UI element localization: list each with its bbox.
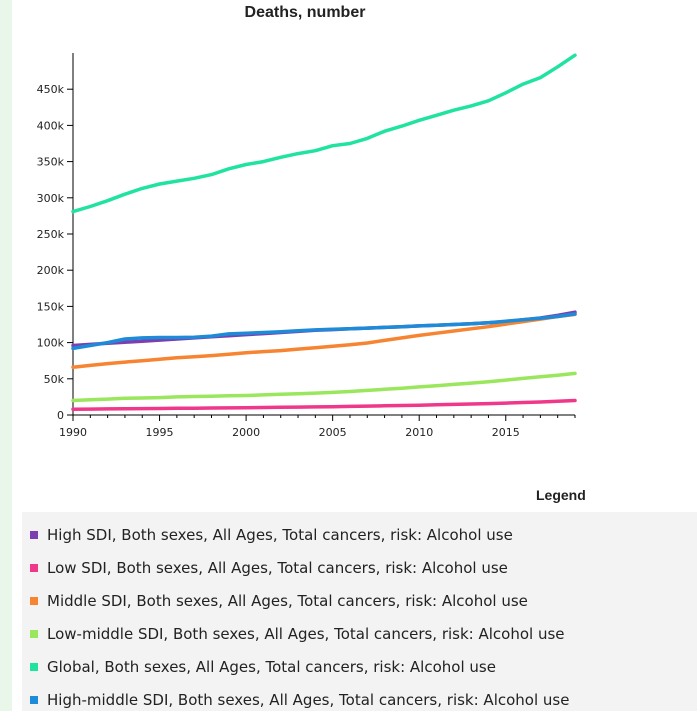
legend-title: Legend [536,487,586,503]
y-tick-label: 400k [37,119,65,132]
x-tick-label: 1990 [59,426,87,439]
legend-label: Global, Both sexes, All Ages, Total canc… [47,658,496,676]
legend-label: Middle SDI, Both sexes, All Ages, Total … [47,592,528,610]
series-line-2[interactable] [71,312,577,369]
x-tick-label: 2000 [232,426,260,439]
y-tick-label: 150k [37,300,65,313]
legend-label: Low-middle SDI, Both sexes, All Ages, To… [47,625,565,643]
legend-label: Low SDI, Both sexes, All Ages, Total can… [47,559,508,577]
y-tick-label: 50k [44,373,65,386]
legend-item[interactable]: Middle SDI, Both sexes, All Ages, Total … [30,590,528,612]
legend-item[interactable]: Low-middle SDI, Both sexes, All Ages, To… [30,623,565,645]
chart-axes: 0 50k 100k 150k 200k 250k 300k 350k 400k 450k 1990… [37,53,576,439]
legend-swatch-icon [30,663,38,671]
legend-item[interactable]: High-middle SDI, Both sexes, All Ages, T… [30,689,569,711]
legend-label: High-middle SDI, Both sexes, All Ages, T… [47,691,570,709]
x-tick-label: 2005 [319,426,347,439]
y-tick-label: 350k [37,156,65,169]
legend-swatch-icon [30,564,38,572]
legend-panel [22,512,697,711]
series-line-3[interactable] [71,371,577,403]
legend-item[interactable]: Global, Both sexes, All Ages, Total canc… [30,656,496,678]
legend-item[interactable]: Low SDI, Both sexes, All Ages, Total can… [30,557,508,579]
legend-item[interactable]: High SDI, Both sexes, All Ages, Total ca… [30,524,513,546]
left-edge-strip [0,0,12,711]
series-line-1[interactable] [71,398,577,411]
x-tick-label: 1995 [146,426,174,439]
line-chart: 0 50k 100k 150k 200k 250k 300k 350k 400k 450k 1990… [37,53,577,439]
y-tick-label: 250k [37,228,65,241]
x-tick-label: 2010 [405,426,433,439]
y-tick-label: 450k [37,83,65,96]
x-tick-label: 2015 [492,426,520,439]
legend-swatch-icon [30,696,38,704]
series-line-5[interactable] [71,312,577,351]
y-tick-label: 200k [37,264,65,277]
legend-swatch-icon [30,630,38,638]
chart-series-lines [71,53,577,411]
legend-swatch-icon [30,597,38,605]
legend-label: High SDI, Both sexes, All Ages, Total ca… [47,526,513,544]
y-tick-label: 100k [37,337,65,350]
y-tick-label: 0 [57,409,64,422]
series-line-4[interactable] [71,53,577,214]
y-tick-label: 300k [37,192,65,205]
legend-swatch-icon [30,531,38,539]
chart-title: Deaths, number [244,4,366,21]
